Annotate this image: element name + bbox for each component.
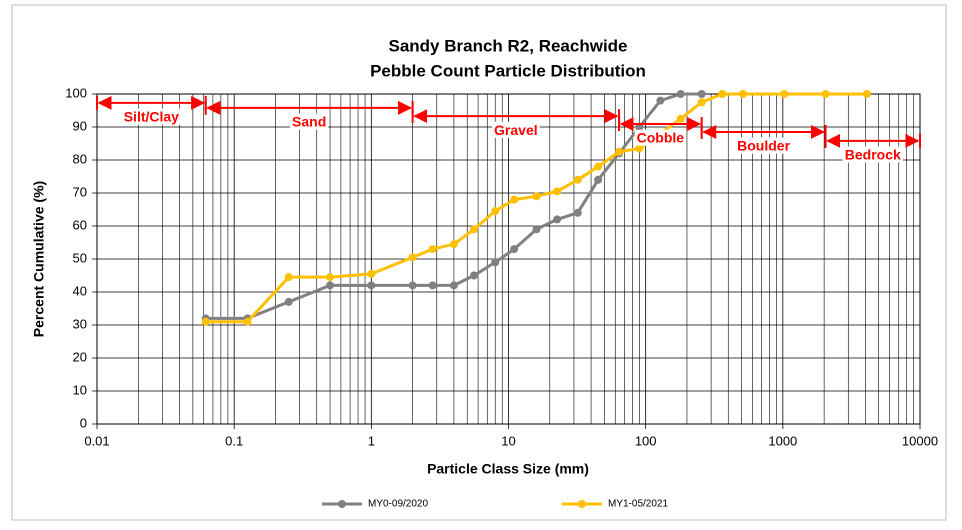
data-point (635, 144, 644, 153)
chart-title: Sandy Branch R2, Reachwide (388, 36, 627, 55)
annotation-label-bg (634, 129, 687, 146)
data-point (573, 175, 582, 184)
data-point (510, 245, 519, 254)
data-point (367, 269, 376, 278)
data-point (821, 90, 830, 98)
x-tick-label: 1000 (768, 433, 797, 448)
data-point (594, 175, 603, 184)
y-tick-label: 60 (73, 217, 87, 232)
chart-title: Pebble Count Particle Distribution (370, 61, 646, 80)
data-point (656, 96, 665, 105)
data-point (738, 90, 747, 98)
data-point (449, 281, 458, 290)
data-point (491, 258, 500, 267)
data-point (243, 317, 252, 326)
y-axis-label: Percent Cumulative (%) (31, 181, 47, 337)
annotation-label-bg (842, 146, 903, 163)
data-point (532, 192, 541, 201)
data-point (326, 281, 335, 290)
annotation-label-bg (492, 121, 540, 138)
data-point (697, 98, 706, 107)
x-tick-label: 10000 (902, 433, 938, 448)
data-point (449, 240, 458, 249)
data-point (367, 281, 376, 290)
annotation-label-bg (290, 113, 329, 130)
y-tick-label: 90 (73, 118, 87, 133)
data-point (284, 297, 293, 306)
legend-label: MY1-05/2021 (608, 499, 668, 510)
annotation-label: Boulder (737, 138, 790, 154)
data-point (594, 162, 603, 171)
data-point (553, 187, 562, 196)
data-point (718, 90, 727, 98)
data-point (408, 281, 417, 290)
y-tick-label: 0 (80, 415, 87, 430)
data-point (284, 273, 293, 282)
legend-swatch-dot (338, 500, 346, 508)
legend-label: MY0-09/2020 (368, 499, 428, 510)
x-tick-label: 10 (501, 433, 515, 448)
x-tick-label: 1 (368, 433, 375, 448)
annotation-label: Gravel (494, 122, 538, 138)
y-tick-label: 30 (73, 316, 87, 331)
data-point (469, 271, 478, 280)
y-tick-label: 50 (73, 250, 87, 265)
data-point (201, 317, 210, 326)
data-point (615, 147, 624, 156)
data-point (428, 281, 437, 290)
y-tick-label: 40 (73, 283, 87, 298)
data-point (676, 114, 685, 123)
x-axis-label: Particle Class Size (mm) (427, 461, 589, 477)
annotation-label: Silt/Clay (124, 109, 179, 125)
annotation-label: Cobble (637, 130, 685, 146)
x-tick-label: 0.1 (225, 433, 243, 448)
annotation-label: Sand (292, 114, 326, 130)
data-point (697, 90, 706, 98)
data-point (491, 207, 500, 216)
data-point (408, 253, 417, 262)
data-point (510, 195, 519, 204)
data-point (553, 215, 562, 224)
data-point (469, 225, 478, 234)
data-point (676, 90, 685, 98)
y-tick-label: 80 (73, 151, 87, 166)
x-tick-label: 100 (635, 433, 657, 448)
y-tick-label: 10 (73, 382, 87, 397)
data-point (532, 225, 541, 234)
data-point (573, 208, 582, 217)
annotation-label-bg (735, 137, 793, 154)
data-point (428, 245, 437, 254)
y-tick-label: 100 (65, 85, 87, 100)
x-tick-label: 0.01 (84, 433, 109, 448)
annotation-label-bg (121, 108, 182, 125)
data-point (780, 90, 789, 98)
y-tick-label: 70 (73, 184, 87, 199)
y-tick-label: 20 (73, 349, 87, 364)
plot-frame (96, 93, 921, 425)
chart-border (11, 4, 947, 521)
data-point (862, 90, 871, 98)
data-point (326, 273, 335, 282)
legend-swatch-dot (578, 500, 586, 508)
annotation-label: Bedrock (845, 147, 901, 163)
